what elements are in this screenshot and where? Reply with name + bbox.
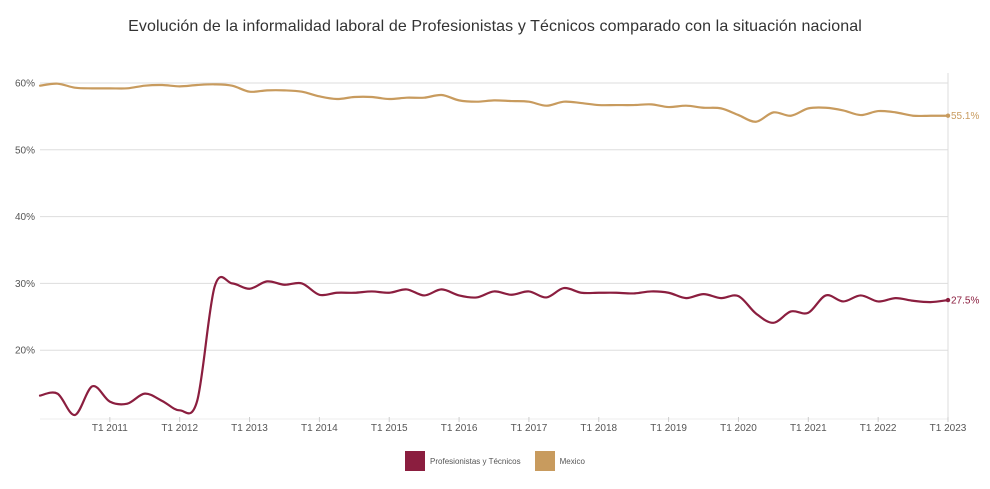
series-layer — [38, 82, 951, 417]
y-tick-label: 40% — [15, 212, 35, 223]
x-tick-label: T1 2021 — [790, 423, 827, 434]
x-tick-label: T1 2014 — [301, 423, 338, 434]
legend: Profesionistas y Técnicos Mexico — [0, 451, 990, 471]
y-tick-label: 50% — [15, 145, 35, 156]
x-tick-label: T1 2011 — [92, 423, 128, 434]
series-line-profesionistas[interactable] — [38, 275, 950, 417]
legend-swatch-profesionistas — [405, 451, 426, 471]
legend-label-mexico: Mexico — [559, 456, 585, 466]
x-tick-label: T1 2023 — [930, 423, 967, 434]
y-tick-label: 30% — [15, 279, 35, 290]
end-label-profesionistas: 27.5% — [951, 296, 979, 307]
x-tick-label: T1 2020 — [720, 423, 757, 434]
legend-item-profesionistas[interactable]: Profesionistas y Técnicos — [405, 451, 521, 471]
x-tick-label: T1 2016 — [441, 423, 478, 434]
x-tick-label: T1 2017 — [511, 423, 548, 434]
grid-layer — [40, 73, 949, 417]
x-tick-label: T1 2015 — [371, 423, 408, 434]
x-axis: T1 2011 T1 2012 T1 2013 T1 2014 T1 2015 T1 20… — [40, 417, 967, 434]
y-axis: 20% 30% 40% 50% 60% — [15, 79, 35, 357]
legend-swatch-mexico — [534, 451, 555, 471]
end-labels: 27.5% 55.1% — [951, 111, 979, 306]
end-label-mexico: 55.1% — [951, 111, 979, 122]
chart-title: Evolución de la informalidad laboral de … — [128, 18, 862, 35]
x-tick-label: T1 2022 — [860, 423, 897, 434]
x-tick-label: T1 2013 — [231, 423, 268, 434]
x-tick-label: T1 2019 — [650, 423, 687, 434]
x-tick-label: T1 2012 — [161, 423, 198, 434]
legend-label-profesionistas: Profesionistas y Técnicos — [430, 456, 521, 466]
series-line-mexico[interactable] — [38, 82, 950, 123]
x-tick-label: T1 2018 — [580, 423, 617, 434]
series-end-point-mexico — [945, 113, 951, 118]
y-tick-label: 60% — [15, 79, 35, 90]
legend-item-mexico[interactable]: Mexico — [534, 451, 585, 471]
y-tick-label: 20% — [15, 346, 35, 357]
series-end-point-profesionistas — [945, 297, 951, 303]
